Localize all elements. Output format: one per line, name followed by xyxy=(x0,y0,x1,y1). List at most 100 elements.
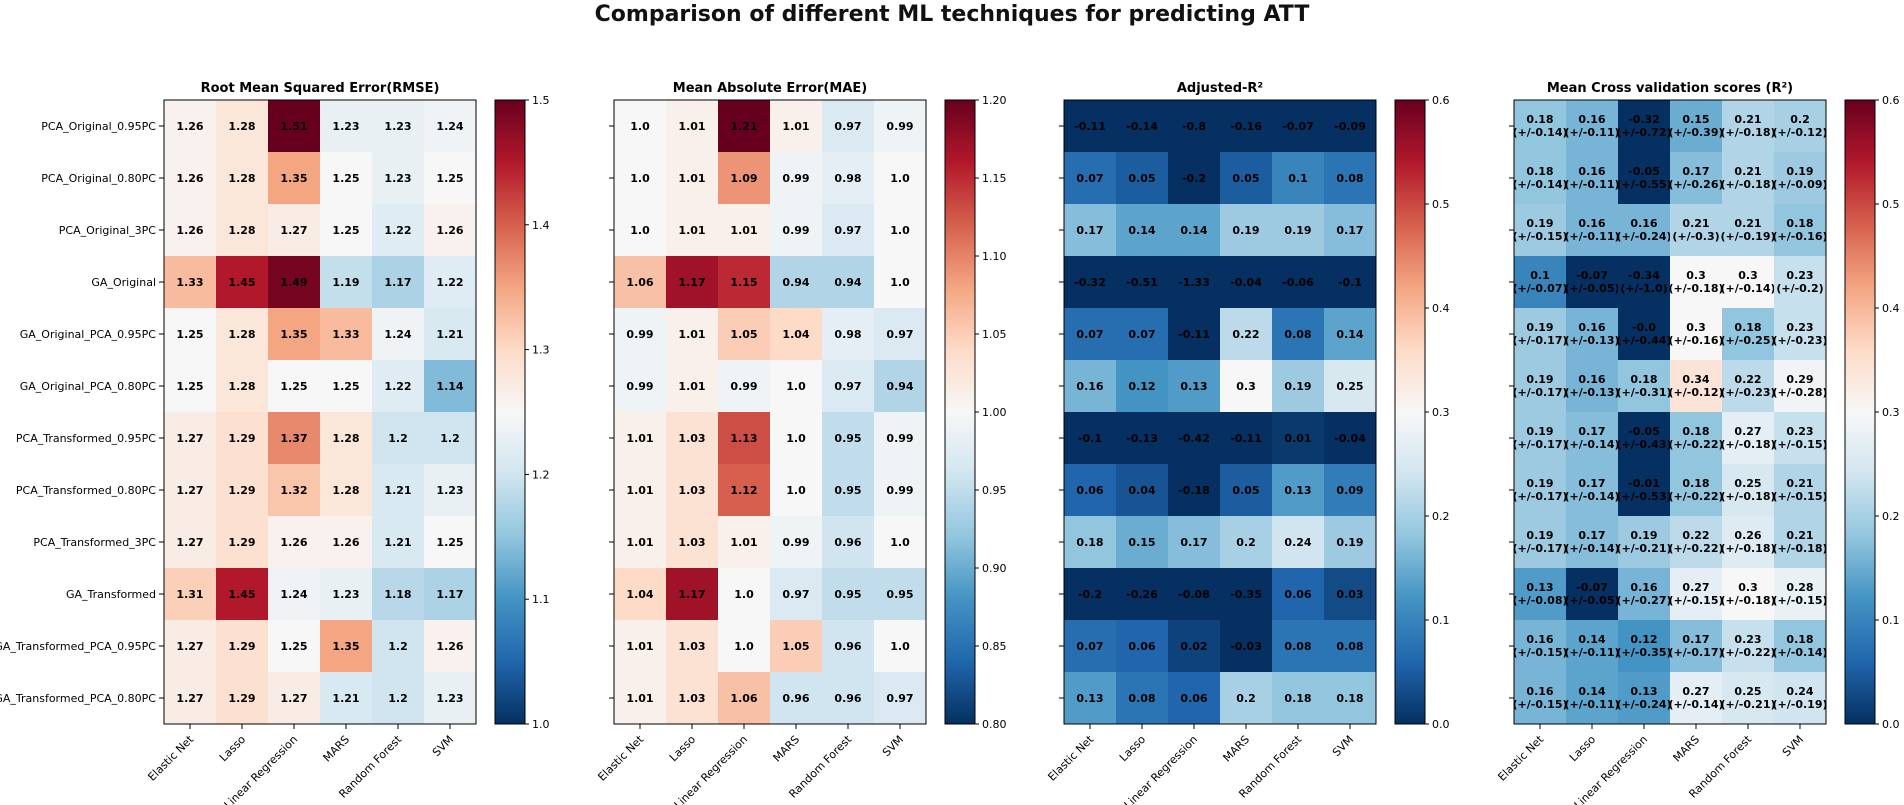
heatmap-cell xyxy=(1670,308,1722,360)
cell-value-label: -0.07 xyxy=(1576,581,1608,594)
heatmap-cell xyxy=(1116,412,1168,464)
colorbar-tick-label: 1.15 xyxy=(982,172,1007,185)
heatmap-cell xyxy=(1324,100,1376,152)
cell-value-label: 1.32 xyxy=(280,484,307,497)
heatmap-cell xyxy=(1064,100,1116,152)
cell-value-label: 1.51 xyxy=(280,120,307,133)
heatmap-cell xyxy=(614,568,666,620)
colorbar-tick-label: 1.05 xyxy=(982,328,1007,341)
cell-value-label: 0.01 xyxy=(1284,432,1311,445)
heatmap-cell xyxy=(424,464,476,516)
heatmap-cell xyxy=(1670,568,1722,620)
heatmap-cell xyxy=(164,516,216,568)
cell-value-label: 1.01 xyxy=(730,224,757,237)
heatmap-cell xyxy=(1566,620,1618,672)
heatmap-cell xyxy=(1220,204,1272,256)
y-tick-label: GA_Original_PCA_0.95PC xyxy=(20,328,157,341)
heatmap-cell xyxy=(874,568,926,620)
cell-value-label: 0.99 xyxy=(782,224,809,237)
cell-value-label: 1.2 xyxy=(388,432,408,445)
heatmap-cell xyxy=(1272,620,1324,672)
heatmap-cell xyxy=(216,100,268,152)
cell-value-label: 1.23 xyxy=(436,484,463,497)
cell-std-label: (+/-0.19) xyxy=(1721,230,1776,243)
heatmap-cell xyxy=(770,256,822,308)
heatmap-cell xyxy=(770,516,822,568)
heatmap-cell xyxy=(718,672,770,724)
heatmap-cell xyxy=(164,464,216,516)
heatmap-cell xyxy=(164,308,216,360)
heatmap-cell xyxy=(1514,152,1566,204)
heatmap-cell xyxy=(1774,464,1826,516)
heatmap-cell xyxy=(1116,256,1168,308)
heatmap-cell xyxy=(372,464,424,516)
heatmap-cell xyxy=(216,672,268,724)
cell-value-label: 1.06 xyxy=(730,692,757,705)
heatmap-cell xyxy=(424,360,476,412)
cell-value-label: 0.14 xyxy=(1180,224,1207,237)
heatmap-cell xyxy=(1116,464,1168,516)
cell-value-label: -0.42 xyxy=(1178,432,1210,445)
cell-value-label: 1.2 xyxy=(388,640,408,653)
heatmap-cell xyxy=(1168,152,1220,204)
cell-value-label: 0.24 xyxy=(1786,685,1813,698)
cell-value-label: 1.23 xyxy=(384,172,411,185)
x-tick-label: Elastic Net xyxy=(595,732,646,783)
cell-value-label: 1.29 xyxy=(228,432,255,445)
heatmap-cell xyxy=(822,464,874,516)
heatmap-cell xyxy=(1514,308,1566,360)
heatmap-cell xyxy=(320,620,372,672)
cell-value-label: 1.25 xyxy=(280,640,307,653)
x-tick-label: MARS xyxy=(1671,733,1703,765)
cell-value-label: 0.3 xyxy=(1738,581,1758,594)
x-tick-label: SVM xyxy=(1330,733,1356,759)
cell-value-label: 0.18 xyxy=(1526,113,1553,126)
heatmap-cell xyxy=(1220,360,1272,412)
colorbar xyxy=(494,99,526,725)
cell-value-label: 0.03 xyxy=(1336,588,1363,601)
cell-value-label: 1.28 xyxy=(228,224,255,237)
cell-value-label: 1.17 xyxy=(384,276,411,289)
cell-std-label: (+/-0.14) xyxy=(1513,126,1568,139)
heatmap-cell xyxy=(1722,516,1774,568)
heatmap-cell xyxy=(822,672,874,724)
cell-value-label: 0.3 xyxy=(1236,380,1256,393)
cell-value-label: 0.13 xyxy=(1180,380,1207,393)
heatmap-cell xyxy=(874,672,926,724)
heatmap-cell xyxy=(718,620,770,672)
axes-frame xyxy=(1063,99,1377,725)
y-tick-label: PCA_Original_3PC xyxy=(59,224,157,237)
colorbar xyxy=(1394,99,1426,725)
heatmap-cell xyxy=(424,672,476,724)
heatmap-cell xyxy=(1774,100,1826,152)
cell-std-label: (+/-0.15) xyxy=(1513,646,1568,659)
heatmap-cell xyxy=(614,464,666,516)
heatmap-cell xyxy=(216,256,268,308)
cell-value-label: 0.17 xyxy=(1682,633,1709,646)
cell-value-label: 0.16 xyxy=(1578,321,1605,334)
cell-std-label: (+/-0.13) xyxy=(1565,334,1620,347)
heatmap-cell xyxy=(1272,412,1324,464)
cell-value-label: 0.08 xyxy=(1336,640,1363,653)
cell-value-label: 1.2 xyxy=(440,432,460,445)
cell-value-label: 0.25 xyxy=(1734,477,1761,490)
cell-value-label: 0.97 xyxy=(834,120,861,133)
cell-value-label: 1.0 xyxy=(786,380,806,393)
cell-value-label: 1.0 xyxy=(890,172,910,185)
heatmap-cell xyxy=(666,204,718,256)
cell-value-label: 0.19 xyxy=(1526,217,1553,230)
cell-value-label: -0.51 xyxy=(1126,276,1158,289)
heatmap-cell xyxy=(1324,464,1376,516)
cell-std-label: (+/-0.05) xyxy=(1565,282,1620,295)
heatmap-cell xyxy=(1064,568,1116,620)
cell-std-label: (+/-0.27) xyxy=(1617,594,1672,607)
colorbar-tick-label: 0.4 xyxy=(1432,302,1450,315)
heatmap-cell xyxy=(666,412,718,464)
heatmap-cell xyxy=(1618,464,1670,516)
cell-value-label: 1.45 xyxy=(228,588,255,601)
cell-value-label: 0.95 xyxy=(886,588,913,601)
heatmap-cell xyxy=(1220,568,1272,620)
cell-value-label: 1.28 xyxy=(228,380,255,393)
heatmap-cell xyxy=(1324,412,1376,464)
cell-std-label: (+/-1.0) xyxy=(1620,282,1667,295)
